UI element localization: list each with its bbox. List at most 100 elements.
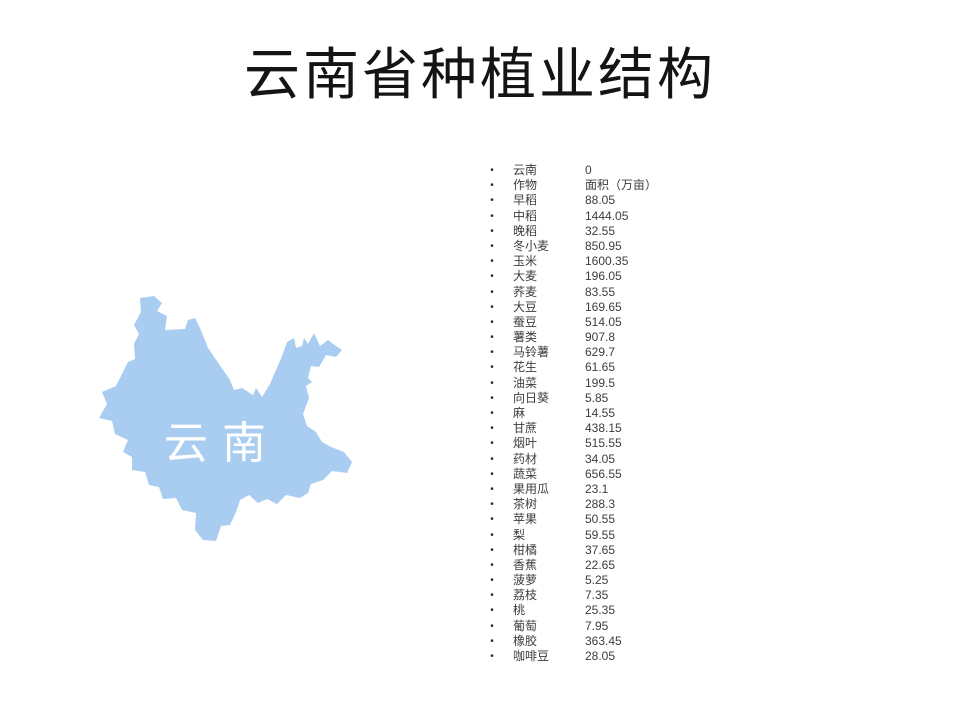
- list-item: • 作物 面积（万亩）: [487, 178, 657, 193]
- bullet-icon: •: [490, 180, 494, 192]
- list-item: • 冬小麦 850.95: [487, 239, 657, 254]
- crop-value: 23.1: [585, 481, 609, 496]
- crop-value: 656.55: [585, 466, 622, 481]
- list-item: • 咖啡豆 28.05: [487, 649, 657, 664]
- crop-value: 363.45: [585, 633, 622, 648]
- bullet-icon: •: [490, 347, 494, 359]
- yunnan-map: 云南: [90, 280, 410, 600]
- bullet-icon: •: [490, 514, 494, 526]
- crop-value: 629.7: [585, 345, 616, 360]
- bullet-icon: •: [490, 605, 494, 617]
- bullet-icon: •: [490, 362, 494, 374]
- bullet-icon: •: [490, 620, 494, 632]
- bullet-icon: •: [490, 408, 494, 419]
- crop-name: 桃: [513, 603, 526, 618]
- crop-value: 61.65: [585, 360, 616, 375]
- list-item: • 桃 25.35: [487, 603, 657, 618]
- bullet-icon: •: [490, 210, 494, 222]
- list-item: • 玉米 1600.35: [487, 254, 657, 269]
- crop-value: 28.05: [585, 649, 616, 663]
- list-item: • 蚕豆 514.05: [487, 315, 657, 330]
- crop-value: 514.05: [585, 314, 622, 329]
- bullet-icon: •: [490, 392, 494, 404]
- crop-name: 晚稻: [513, 223, 538, 238]
- crop-name: 葡萄: [513, 618, 538, 633]
- crop-name: 香蕉: [513, 557, 538, 572]
- crop-name: 大豆: [513, 299, 538, 314]
- bullet-icon: •: [490, 575, 494, 587]
- crop-name: 作物: [513, 178, 538, 193]
- list-item: • 药材 34.05: [487, 452, 657, 467]
- yunnan-map-shape: [99, 296, 352, 541]
- list-item: • 甘蔗 438.15: [487, 421, 657, 436]
- list-item: • 菠萝 5.25: [487, 573, 657, 588]
- crop-value: 59.55: [585, 527, 616, 542]
- crop-list: • 云南 0 • 作物 面积（万亩） • 早稻 88.05 • 中稻 1444.…: [487, 163, 657, 664]
- list-item: • 薯类 907.8: [487, 330, 657, 345]
- crop-name: 烟叶: [513, 436, 538, 451]
- crop-name: 油菜: [513, 375, 538, 390]
- crop-value: 37.65: [585, 542, 616, 557]
- crop-value: 199.5: [585, 375, 616, 390]
- list-item: • 果用瓜 23.1: [487, 482, 657, 497]
- crop-name: 向日葵: [513, 390, 550, 405]
- crop-name: 云南: [513, 163, 538, 177]
- bullet-icon: •: [490, 438, 494, 450]
- list-item: • 麻 14.55: [487, 406, 657, 421]
- bullet-icon: •: [490, 559, 494, 571]
- crop-name: 早稻: [513, 193, 538, 208]
- crop-value: 7.35: [585, 588, 609, 603]
- list-item: • 葡萄 7.95: [487, 619, 657, 634]
- crop-name: 茶树: [513, 497, 538, 512]
- bullet-icon: •: [490, 195, 494, 207]
- list-item: • 晚稻 32.55: [487, 224, 657, 239]
- bullet-icon: •: [490, 301, 494, 313]
- bullet-icon: •: [490, 165, 494, 176]
- bullet-icon: •: [490, 544, 494, 556]
- crop-value: 34.05: [585, 451, 616, 466]
- list-item: • 柑橘 37.65: [487, 543, 657, 558]
- bullet-icon: •: [490, 468, 494, 480]
- crop-name: 荔枝: [513, 588, 538, 603]
- crop-name: 麻: [513, 406, 526, 420]
- crop-value: 0: [585, 163, 592, 177]
- crop-value: 1600.35: [585, 254, 629, 269]
- bullet-icon: •: [490, 499, 494, 511]
- list-item: • 蔬菜 656.55: [487, 467, 657, 482]
- crop-name: 甘蔗: [513, 421, 538, 436]
- list-item: • 马铃薯 629.7: [487, 345, 657, 360]
- crop-name: 花生: [513, 360, 538, 375]
- crop-name: 大麦: [513, 269, 538, 284]
- crop-value: 25.35: [585, 603, 616, 618]
- list-item: • 中稻 1444.05: [487, 209, 657, 224]
- list-item: • 大豆 169.65: [487, 300, 657, 315]
- crop-value: 850.95: [585, 238, 622, 253]
- crop-value: 288.3: [585, 497, 616, 512]
- list-item: • 茶树 288.3: [487, 497, 657, 512]
- crop-value: 438.15: [585, 421, 622, 436]
- crop-name: 马铃薯: [513, 345, 550, 360]
- crop-name: 梨: [513, 527, 526, 542]
- bullet-icon: •: [490, 332, 494, 344]
- crop-value: 169.65: [585, 299, 622, 314]
- bullet-icon: •: [490, 240, 494, 252]
- crop-value: 88.05: [585, 193, 616, 208]
- bullet-icon: •: [490, 377, 494, 389]
- list-item: • 荔枝 7.35: [487, 588, 657, 603]
- bullet-icon: •: [490, 483, 494, 495]
- crop-name: 橡胶: [513, 633, 538, 648]
- list-item: • 烟叶 515.55: [487, 436, 657, 451]
- bullet-icon: •: [490, 529, 494, 541]
- crop-value: 面积（万亩）: [585, 178, 658, 193]
- crop-value: 1444.05: [585, 208, 629, 223]
- bullet-icon: •: [490, 635, 494, 647]
- crop-value: 14.55: [585, 406, 616, 420]
- crop-name: 蚕豆: [513, 314, 538, 329]
- bullet-icon: •: [490, 271, 494, 283]
- crop-name: 柑橘: [513, 542, 538, 557]
- crop-value: 196.05: [585, 269, 622, 284]
- list-item: • 云南 0: [487, 163, 657, 178]
- crop-value: 32.55: [585, 223, 616, 238]
- crop-name: 玉米: [513, 254, 538, 269]
- yunnan-province-silhouette: [99, 296, 352, 541]
